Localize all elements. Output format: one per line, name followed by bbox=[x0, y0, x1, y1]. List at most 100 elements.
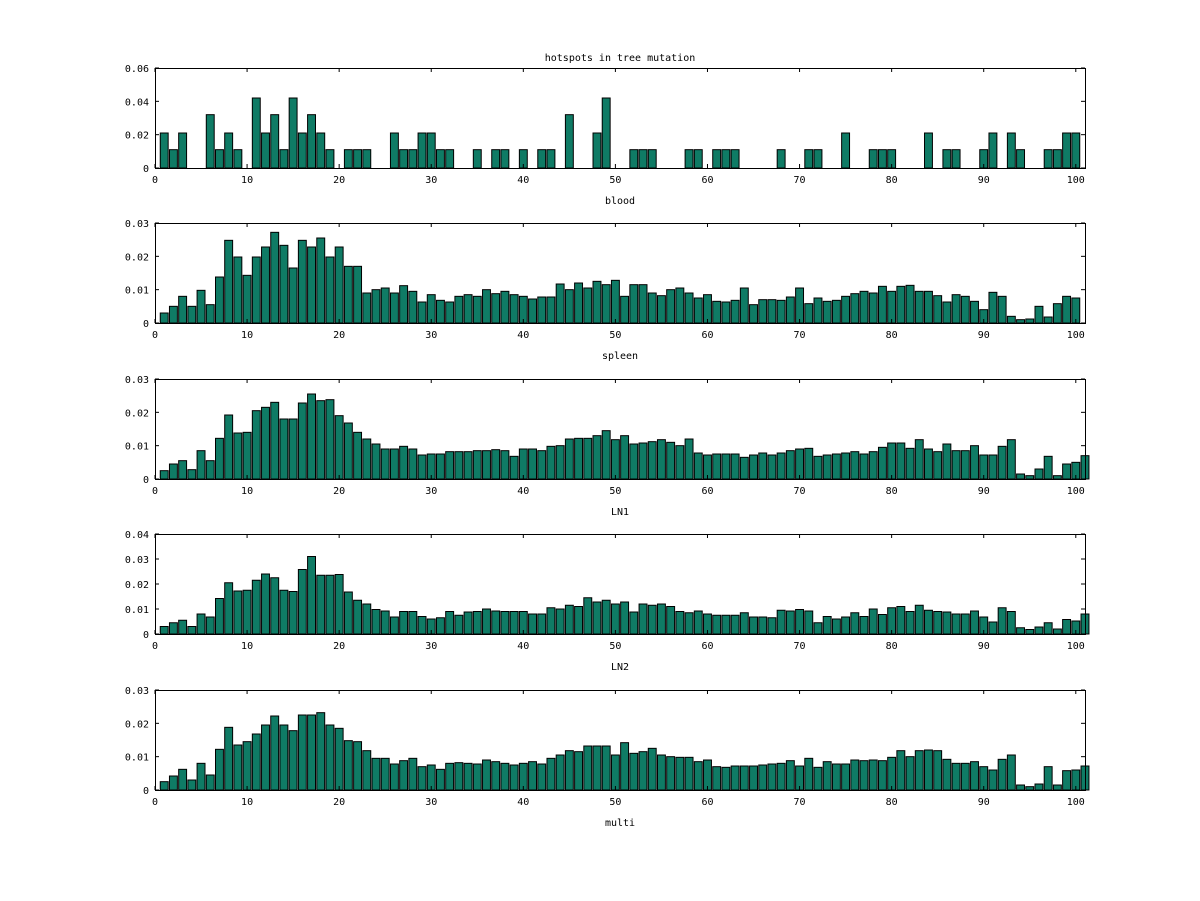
bar bbox=[353, 431, 363, 480]
bar bbox=[767, 763, 777, 791]
bar bbox=[288, 97, 298, 169]
bar bbox=[960, 295, 970, 324]
bar bbox=[721, 614, 731, 635]
bar bbox=[896, 606, 906, 635]
x-tick-label: 60 bbox=[701, 641, 713, 652]
bar bbox=[887, 442, 897, 480]
bar bbox=[887, 290, 897, 324]
bar bbox=[472, 295, 482, 324]
x-axis-label: LN2 bbox=[611, 662, 629, 673]
x-tick-label: 80 bbox=[886, 797, 898, 808]
x-tick-label: 80 bbox=[886, 175, 898, 186]
bar bbox=[739, 456, 749, 480]
bar bbox=[215, 437, 224, 480]
bar bbox=[675, 756, 685, 791]
bar bbox=[942, 611, 952, 635]
bar bbox=[592, 132, 602, 169]
bar bbox=[178, 460, 188, 480]
bar bbox=[362, 292, 372, 324]
bar bbox=[279, 589, 289, 635]
bar bbox=[1043, 455, 1053, 480]
bar bbox=[620, 742, 630, 791]
bar bbox=[960, 450, 970, 480]
bar bbox=[758, 299, 768, 324]
bar bbox=[445, 611, 455, 635]
bar bbox=[509, 611, 519, 635]
x-tick-label: 30 bbox=[425, 486, 437, 497]
bar bbox=[868, 451, 878, 480]
bar bbox=[647, 441, 657, 480]
bars bbox=[159, 231, 1081, 324]
bar bbox=[472, 763, 482, 791]
bar bbox=[877, 285, 887, 324]
bar bbox=[831, 618, 841, 635]
bar bbox=[804, 303, 814, 324]
bar bbox=[574, 606, 584, 635]
bar bbox=[721, 453, 731, 480]
x-tick-label: 50 bbox=[609, 486, 621, 497]
bar bbox=[528, 761, 537, 791]
bar bbox=[730, 614, 740, 635]
x-tick-label: 40 bbox=[517, 797, 529, 808]
bar bbox=[463, 294, 473, 324]
x-tick-label: 10 bbox=[241, 797, 253, 808]
chart-title: hotspots in tree mutation bbox=[545, 53, 696, 64]
bar bbox=[647, 149, 657, 169]
bar bbox=[997, 607, 1007, 635]
bar bbox=[215, 276, 224, 324]
bar bbox=[224, 582, 234, 635]
bar bbox=[463, 762, 473, 791]
bar bbox=[270, 715, 280, 791]
bar bbox=[730, 149, 740, 169]
x-tick-label: 100 bbox=[1067, 486, 1085, 497]
bar bbox=[730, 453, 740, 480]
x-tick-label: 0 bbox=[152, 486, 158, 497]
bar bbox=[564, 438, 574, 480]
bar bbox=[205, 114, 215, 169]
bar bbox=[1043, 766, 1053, 791]
bar bbox=[472, 611, 482, 635]
bar bbox=[380, 287, 390, 324]
x-tick-label: 10 bbox=[241, 330, 253, 341]
bar bbox=[647, 747, 657, 791]
bar bbox=[196, 450, 206, 480]
y-tick-label: 0.01 bbox=[125, 286, 149, 297]
bar bbox=[758, 452, 768, 480]
bar bbox=[1034, 626, 1044, 635]
bar bbox=[960, 613, 970, 635]
bar bbox=[841, 763, 851, 791]
bar bbox=[528, 448, 537, 480]
bar bbox=[997, 758, 1007, 791]
bar bbox=[509, 764, 519, 791]
bar bbox=[924, 290, 933, 324]
y-tick-label: 0 bbox=[143, 786, 149, 797]
bar bbox=[472, 450, 482, 480]
x-tick-label: 80 bbox=[886, 641, 898, 652]
bar bbox=[1052, 303, 1062, 324]
bar bbox=[684, 756, 694, 791]
bar bbox=[924, 609, 933, 635]
bar bbox=[325, 149, 335, 169]
bar bbox=[601, 97, 611, 169]
bar bbox=[564, 604, 574, 635]
bar bbox=[1043, 149, 1053, 169]
bar bbox=[868, 759, 878, 791]
bar bbox=[601, 599, 611, 635]
y-tick-label: 0.03 bbox=[125, 375, 149, 386]
x-tick-label: 50 bbox=[609, 797, 621, 808]
x-tick-label: 50 bbox=[609, 641, 621, 652]
bar bbox=[1043, 622, 1053, 635]
bar bbox=[666, 289, 676, 324]
bar bbox=[353, 741, 363, 791]
bar bbox=[251, 733, 261, 791]
bar bbox=[224, 239, 234, 324]
y-tick-label: 0.03 bbox=[125, 686, 149, 697]
bar bbox=[518, 762, 528, 791]
bar bbox=[656, 439, 666, 480]
panel-LN2: 0 10 20 30 40 50 60 70 80 90 100 0 0.01 0.02 0.03 0.04 L… bbox=[125, 530, 1090, 673]
bar bbox=[1034, 783, 1044, 791]
bar bbox=[739, 287, 749, 324]
bar bbox=[1052, 475, 1062, 480]
bar bbox=[353, 599, 363, 635]
bar bbox=[408, 290, 418, 324]
